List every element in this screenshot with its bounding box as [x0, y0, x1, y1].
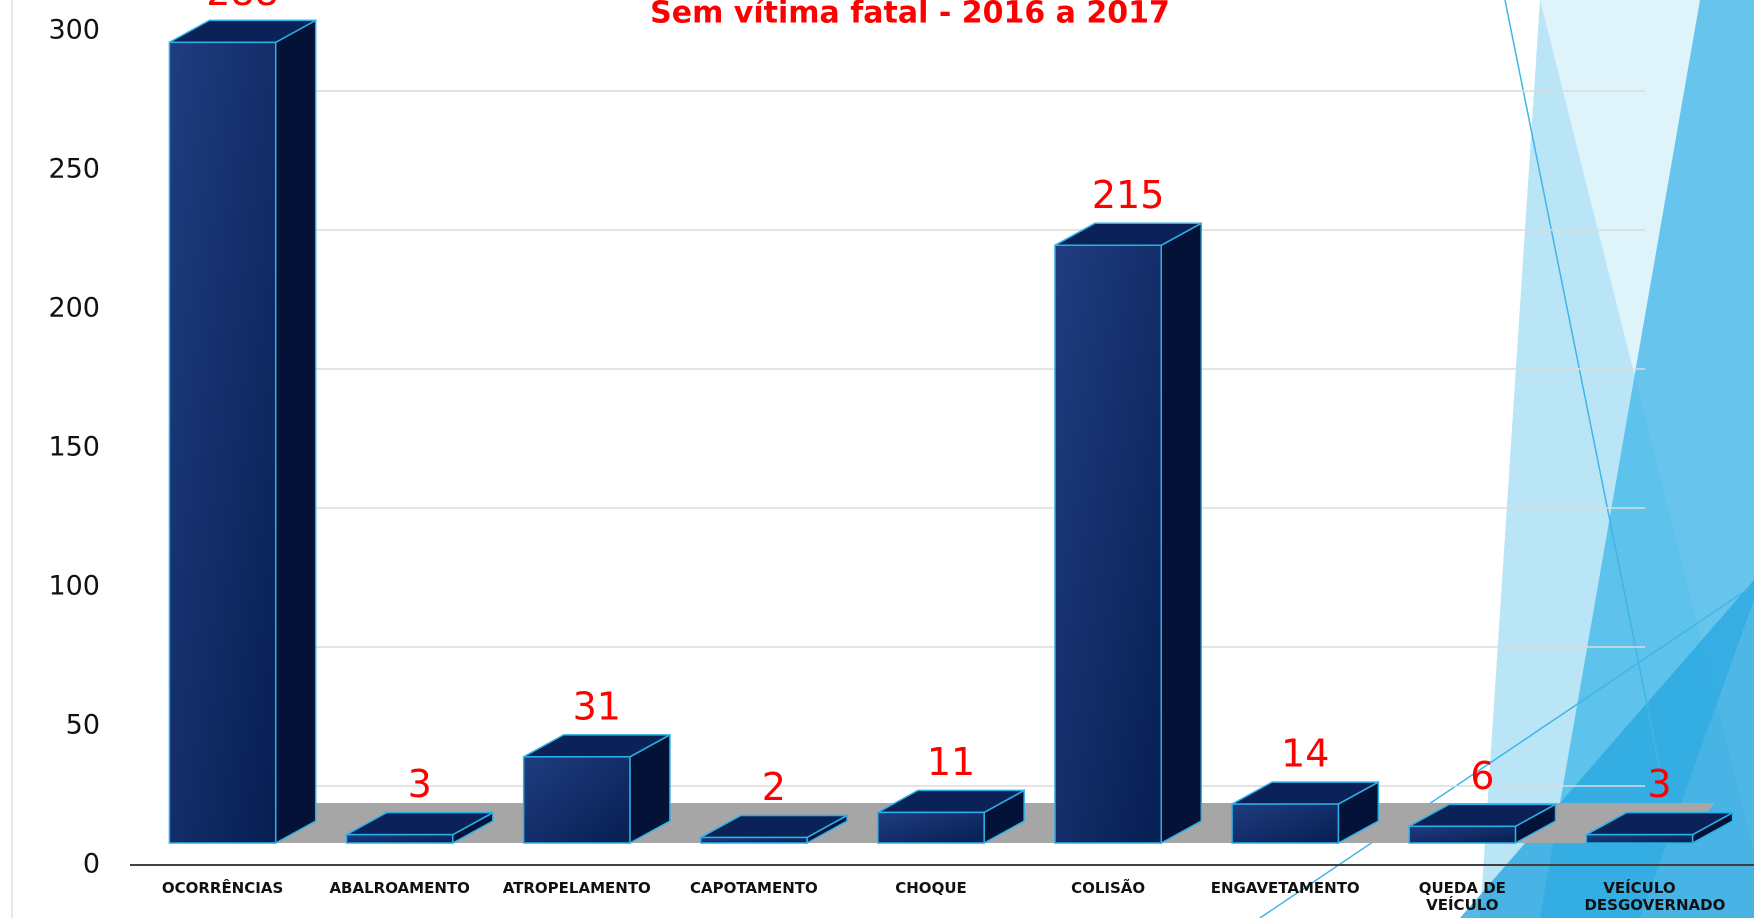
bar	[700, 836, 808, 844]
bar	[877, 811, 985, 844]
bar	[522, 756, 631, 844]
bar	[1231, 803, 1340, 844]
y-tick-label: 250	[48, 154, 100, 185]
x-tick-label: CHOQUE	[895, 879, 967, 897]
value-label: 31	[573, 684, 621, 728]
value-label: 215	[1092, 173, 1165, 217]
x-tick-label: ATROPELAMENTO	[502, 879, 651, 897]
bar-side	[1160, 222, 1202, 845]
x-tick-label: VEÍCULO DESGOVERNADO	[1584, 879, 1726, 914]
bar	[1408, 825, 1517, 844]
bar	[1054, 244, 1162, 844]
value-label: 11	[927, 740, 975, 784]
y-tick-label: 0	[83, 849, 100, 880]
x-tick-label: ABALROAMENTO	[329, 879, 470, 897]
value-label: 288	[206, 0, 279, 14]
x-tick-label: ENGAVETAMENTO	[1210, 879, 1360, 897]
chart-title: Sem vítima fatal - 2016 a 2017	[650, 0, 1170, 31]
value-label: 6	[1470, 754, 1494, 798]
bar	[168, 41, 277, 844]
value-label: 2	[762, 765, 786, 809]
value-label: 14	[1281, 732, 1329, 776]
x-tick-label: CAPOTAMENTO	[690, 879, 818, 897]
y-tick-label: 100	[48, 571, 100, 602]
x-tick-label: OCORRÊNCIAS	[161, 879, 284, 897]
x-tick-label: QUEDA DE VEÍCULO	[1418, 879, 1506, 914]
y-tick-label: 300	[48, 15, 100, 46]
bar	[1585, 833, 1694, 844]
y-tick-label: 200	[48, 293, 100, 324]
y-tick-label: 150	[48, 432, 100, 463]
value-label: 3	[1647, 762, 1671, 806]
y-tick-label: 50	[66, 710, 100, 741]
bar-side	[274, 19, 317, 845]
x-tick-label: COLISÃO	[1071, 879, 1146, 897]
bar	[345, 833, 454, 844]
value-label: 3	[408, 762, 432, 806]
